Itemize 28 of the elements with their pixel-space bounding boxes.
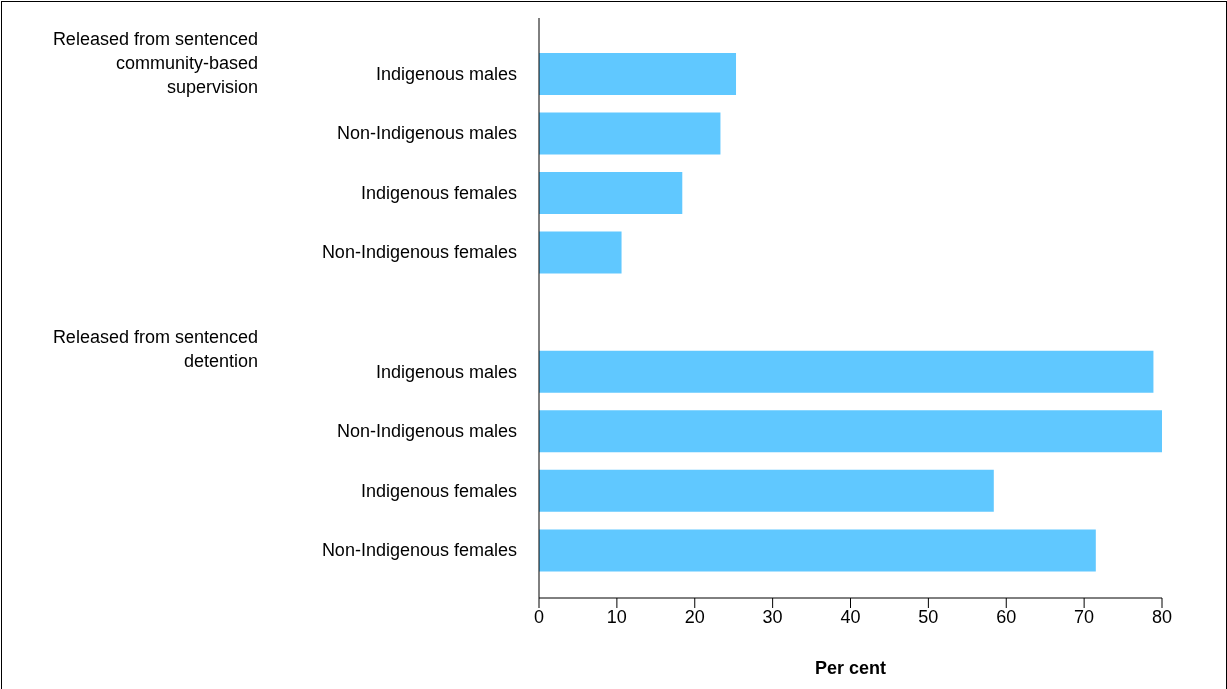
x-tick-label: 10: [606, 606, 627, 627]
bar: [539, 52, 737, 95]
y-tick-label: Non-Indigenous males: [336, 123, 517, 144]
x-tick-label: 20: [684, 606, 705, 627]
y-tick-label: Non-Indigenous females: [321, 540, 517, 561]
x-tick-label: 80: [1151, 606, 1173, 627]
bar: [539, 112, 721, 155]
bar: [539, 469, 994, 512]
bar: [539, 350, 1154, 393]
bar: [539, 231, 622, 274]
text: Released from sentenced community-based supervision: [51, 28, 258, 99]
text: Released from sentenced detention: [51, 325, 258, 373]
x-tick-label: 50: [918, 606, 939, 627]
x-tick-label: 60: [996, 606, 1017, 627]
bar: [539, 410, 1162, 453]
y-tick-label: Indigenous females: [360, 182, 517, 203]
x-tick-label: 0: [533, 606, 545, 627]
x-tick-label: 40: [840, 606, 861, 627]
y-tick-label: Non-Indigenous females: [321, 242, 517, 263]
bar: [539, 172, 683, 215]
y-tick-label: Non-Indigenous males: [336, 421, 517, 442]
bar: [539, 529, 1096, 572]
y-tick-label: Indigenous males: [375, 361, 517, 382]
y-tick-label: Indigenous females: [360, 480, 517, 501]
x-tick-label: 30: [762, 606, 783, 627]
x-tick-label: 70: [1074, 606, 1095, 627]
x-axis-title: Per cent: [814, 658, 887, 678]
y-tick-label: Indigenous males: [375, 63, 517, 84]
